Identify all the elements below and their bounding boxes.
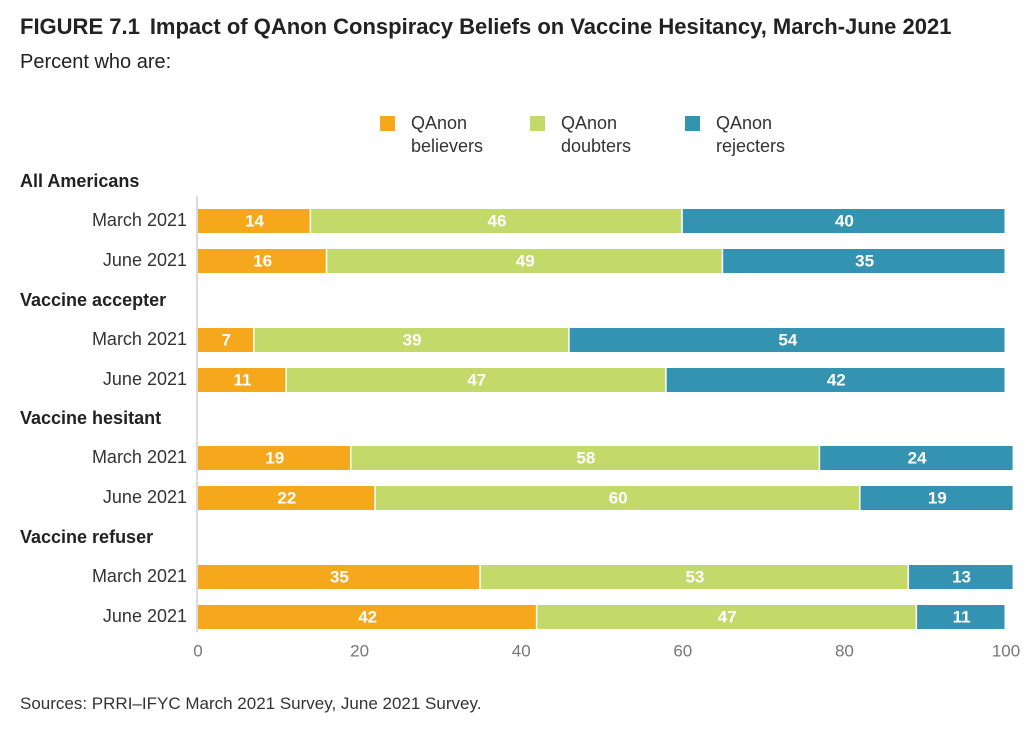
legend-label-line2: believers xyxy=(411,136,484,156)
chart-subtitle: Percent who are: xyxy=(20,51,172,73)
data-label: 7 xyxy=(222,330,231,349)
bar-segment-qanon-believers xyxy=(198,209,310,233)
group-label-vaccine-refuser: Vaccine refuser xyxy=(20,527,153,547)
x-tick-label: 80 xyxy=(835,641,854,660)
data-label: 53 xyxy=(685,567,704,586)
legend-label-line1: QAnon xyxy=(716,113,773,133)
row-label: June 2021 xyxy=(103,369,187,389)
legend-label-line1: QAnon xyxy=(411,113,468,133)
legend-swatch-rejecters xyxy=(685,116,700,131)
legend-item-rejecters: QAnon rejecters xyxy=(685,112,826,158)
data-label: 42 xyxy=(827,370,846,389)
bar-segment-qanon-believers xyxy=(198,249,326,273)
x-tick-label: 60 xyxy=(673,641,692,660)
row-label: June 2021 xyxy=(103,606,187,626)
bar-segment-qanon-believers xyxy=(198,486,375,510)
row-label: March 2021 xyxy=(92,566,187,586)
data-label: 40 xyxy=(835,211,854,230)
data-label: 24 xyxy=(908,448,927,467)
data-label: 46 xyxy=(487,211,506,230)
bar-segment-qanon-rejecters xyxy=(666,368,1005,392)
legend-label-line1: QAnon xyxy=(561,113,618,133)
x-tick-label: 100 xyxy=(992,641,1020,660)
legend-label-believers: QAnon believers xyxy=(411,112,521,158)
group-label-all-americans: All Americans xyxy=(20,171,139,191)
legend-label-line2: rejecters xyxy=(716,136,786,156)
data-label: 39 xyxy=(403,330,422,349)
data-label: 19 xyxy=(928,488,947,507)
group-label-vaccine-accepter: Vaccine accepter xyxy=(20,290,166,310)
data-label: 19 xyxy=(265,448,284,467)
data-label: 49 xyxy=(516,251,535,270)
legend-swatch-doubters xyxy=(530,116,545,131)
bar-segment-qanon-rejecters xyxy=(909,565,1013,589)
data-label: 54 xyxy=(778,330,797,349)
figure-label: FIGURE 7.1 xyxy=(20,14,140,39)
bar-segment-qanon-rejecters xyxy=(723,249,1005,273)
data-label: 16 xyxy=(253,251,272,270)
data-label: 47 xyxy=(467,370,486,389)
bar-segment-qanon-doubters xyxy=(537,605,916,629)
data-label: 47 xyxy=(718,607,737,626)
bar-segment-qanon-doubters xyxy=(254,328,569,352)
bar-segment-qanon-rejecters xyxy=(860,486,1013,510)
data-label: 42 xyxy=(358,607,377,626)
row-label: June 2021 xyxy=(103,250,187,270)
bar-segment-qanon-believers xyxy=(198,446,351,470)
legend-label-line2: doubters xyxy=(561,136,632,156)
data-label: 35 xyxy=(855,251,874,270)
bar-segment-qanon-doubters xyxy=(375,486,860,510)
data-label: 35 xyxy=(330,567,349,586)
data-label: 22 xyxy=(277,488,296,507)
legend-item-doubters: QAnon doubters xyxy=(530,112,671,158)
legend-item-believers: QAnon believers xyxy=(380,112,521,158)
legend-label-rejecters: QAnon rejecters xyxy=(716,112,826,158)
bar-segment-qanon-doubters xyxy=(327,249,722,273)
row-label: March 2021 xyxy=(92,210,187,230)
bar-segment-qanon-believers xyxy=(198,328,254,352)
bar-segment-qanon-doubters xyxy=(351,446,819,470)
row-label: June 2021 xyxy=(103,487,187,507)
x-tick-label: 20 xyxy=(350,641,369,660)
data-label: 13 xyxy=(952,567,971,586)
x-tick-label: 40 xyxy=(512,641,531,660)
bar-segment-qanon-rejecters xyxy=(917,605,1005,629)
legend-label-doubters: QAnon doubters xyxy=(561,112,671,158)
chart-title: FIGURE 7.1 Impact of QAnon Conspiracy Bel… xyxy=(20,14,951,40)
title-text: Impact of QAnon Conspiracy Beliefs on Va… xyxy=(149,14,952,39)
bar-segment-qanon-rejecters xyxy=(682,209,1005,233)
bar-segment-qanon-believers xyxy=(198,368,286,392)
group-label-vaccine-hesitant: Vaccine hesitant xyxy=(20,408,161,428)
source-note: Sources: PRRI–IFYC March 2021 Survey, Ju… xyxy=(20,694,482,713)
bar-segment-qanon-doubters xyxy=(480,565,908,589)
bar-segment-qanon-believers xyxy=(198,605,536,629)
bar-segment-qanon-doubters xyxy=(311,209,682,233)
bar-segment-qanon-believers xyxy=(198,565,480,589)
bar-segment-qanon-rejecters xyxy=(820,446,1013,470)
bar-segment-qanon-rejecters xyxy=(569,328,1005,352)
data-label: 11 xyxy=(233,370,251,389)
legend: QAnon believers QAnon doubters QAnon rej… xyxy=(0,112,1032,162)
data-label: 14 xyxy=(245,211,264,230)
x-tick-label: 0 xyxy=(193,641,202,660)
bar-segment-qanon-doubters xyxy=(286,368,666,392)
row-label: March 2021 xyxy=(92,447,187,467)
data-label: 60 xyxy=(609,488,628,507)
data-label: 11 xyxy=(953,607,971,626)
row-label: March 2021 xyxy=(92,329,187,349)
legend-swatch-believers xyxy=(380,116,395,131)
data-label: 58 xyxy=(576,448,595,467)
